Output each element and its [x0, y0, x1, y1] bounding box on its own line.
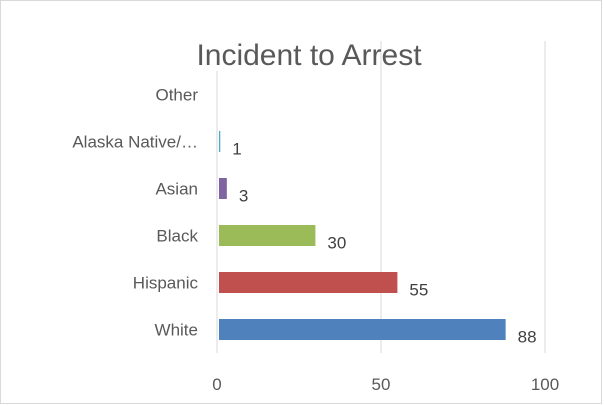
- category-labels: White Hispanic Black Asian Alaska Native/… Ot…: [72, 86, 198, 340]
- data-labels: 88 55 30 3 1: [232, 140, 536, 347]
- gridlines: [380, 41, 546, 353]
- bar: [219, 272, 398, 293]
- category-label: Hispanic: [133, 274, 199, 293]
- tick-label: 50: [372, 375, 391, 394]
- category-label: White: [155, 321, 198, 340]
- data-label: 30: [327, 234, 346, 253]
- bar: [219, 319, 506, 340]
- chart-title: Incident to Arrest: [196, 39, 422, 72]
- bars: [219, 131, 506, 340]
- category-label: Asian: [155, 180, 198, 199]
- bar: [219, 131, 221, 152]
- bar: [219, 178, 227, 199]
- tick-label: 0: [212, 375, 221, 394]
- data-label: 3: [239, 187, 248, 206]
- tick-label: 100: [531, 375, 559, 394]
- data-label: 1: [232, 140, 241, 159]
- tick-labels: 0 50 100: [212, 375, 559, 394]
- category-label: Alaska Native/…: [72, 133, 198, 152]
- bar: [219, 225, 316, 246]
- category-label: Black: [156, 227, 198, 246]
- data-label: 88: [518, 328, 537, 347]
- category-label: Other: [155, 86, 198, 105]
- data-label: 55: [409, 281, 428, 300]
